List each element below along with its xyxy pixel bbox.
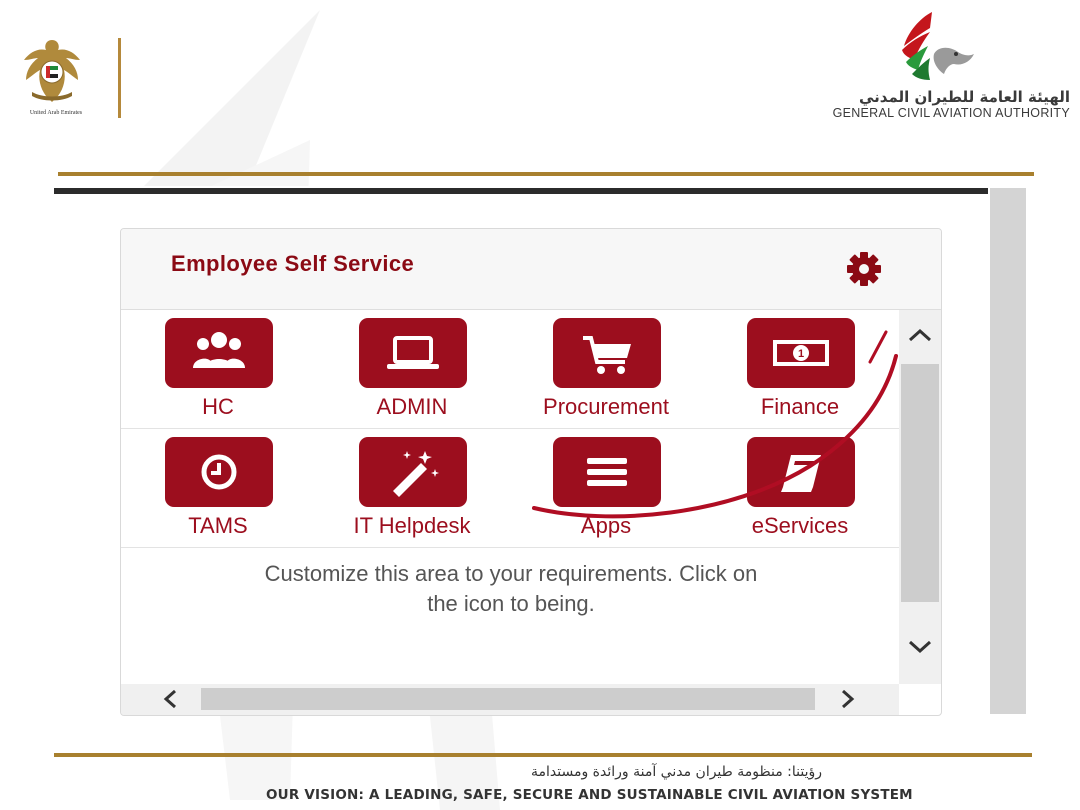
tile-hc-box — [165, 318, 273, 388]
scroll-left-icon[interactable] — [157, 686, 185, 712]
tile-hc[interactable]: HC — [123, 318, 313, 426]
screenshot-side-bar — [990, 188, 1026, 714]
customize-hint: Customize this area to your requirements… — [264, 561, 758, 616]
clock-icon — [201, 454, 237, 490]
tile-label: Finance — [760, 394, 840, 419]
tile-label: Procurement — [543, 394, 669, 419]
header-gold-rule — [58, 172, 1034, 176]
tile-tams-box — [165, 437, 273, 507]
employee-self-service-panel: Employee Self Service — [120, 228, 942, 716]
gcaa-name-arabic: الهيئة العامة للطيران المدني — [858, 88, 1070, 106]
tile-eservices-box — [747, 437, 855, 507]
tile-label: Apps — [580, 513, 632, 538]
tile-it-helpdesk-box — [359, 437, 467, 507]
book-icon — [781, 455, 821, 492]
tile-it-helpdesk[interactable]: IT Helpdesk — [317, 437, 507, 545]
tile-procurement[interactable]: Procurement — [511, 318, 701, 426]
tile-apps[interactable]: Apps — [511, 437, 701, 545]
tiles-row: HC ADMIN — [121, 310, 899, 429]
magic-wand-icon — [393, 451, 439, 497]
tile-label: TAMS — [188, 513, 248, 538]
cart-icon — [583, 336, 631, 374]
tile-eservices[interactable]: eServices — [705, 437, 895, 545]
horizontal-scrollbar[interactable] — [121, 684, 899, 715]
panel-header: Employee Self Service — [121, 229, 941, 310]
laptop-icon — [387, 336, 439, 369]
vertical-scrollbar[interactable] — [899, 310, 941, 684]
horizontal-scroll-thumb[interactable] — [201, 688, 815, 710]
tiles-row: TAMS IT Helpdesk — [121, 429, 899, 548]
ess-screenshot: Employee Self Service — [54, 186, 1026, 716]
tile-procurement-box — [553, 318, 661, 388]
screenshot-top-bar — [54, 188, 988, 194]
footer-gold-rule — [54, 753, 1032, 757]
tiles-grid: HC ADMIN — [121, 310, 899, 548]
users-icon — [193, 332, 245, 368]
vision-english: OUR VISION: A LEADING, SAFE, SECURE AND … — [266, 787, 913, 803]
panel-title: Employee Self Service — [171, 251, 415, 276]
vertical-scroll-thumb[interactable] — [901, 364, 939, 602]
uae-caption: United Arab Emirates — [29, 110, 83, 116]
scroll-up-icon[interactable] — [899, 320, 941, 350]
gear-icon[interactable] — [835, 249, 893, 289]
tile-label: IT Helpdesk — [353, 513, 471, 538]
header-divider — [118, 38, 121, 118]
tile-finance[interactable]: 1 Finance — [705, 318, 895, 426]
scroll-down-icon[interactable] — [899, 632, 941, 662]
menu-icon — [587, 458, 627, 486]
gcaa-name-english: GENERAL CIVIL AVIATION AUTHORITY — [832, 106, 1070, 120]
tile-admin[interactable]: ADMIN — [317, 318, 507, 426]
tile-apps-box — [553, 437, 661, 507]
scroll-right-icon[interactable] — [833, 686, 861, 712]
svg-text:1: 1 — [798, 348, 804, 360]
vision-arabic: رؤيتنا: منظومة طيران مدني آمنة ورائدة وم… — [531, 764, 822, 780]
tile-label: eServices — [751, 513, 849, 538]
uae-emblem-icon — [24, 40, 80, 102]
tile-label: ADMIN — [376, 394, 448, 419]
money-icon: 1 — [773, 340, 829, 366]
gcaa-logo-icon — [902, 12, 974, 80]
tile-label: HC — [202, 394, 234, 419]
tile-admin-box — [359, 318, 467, 388]
tile-tams[interactable]: TAMS — [123, 437, 313, 545]
tile-finance-box: 1 — [747, 318, 855, 388]
